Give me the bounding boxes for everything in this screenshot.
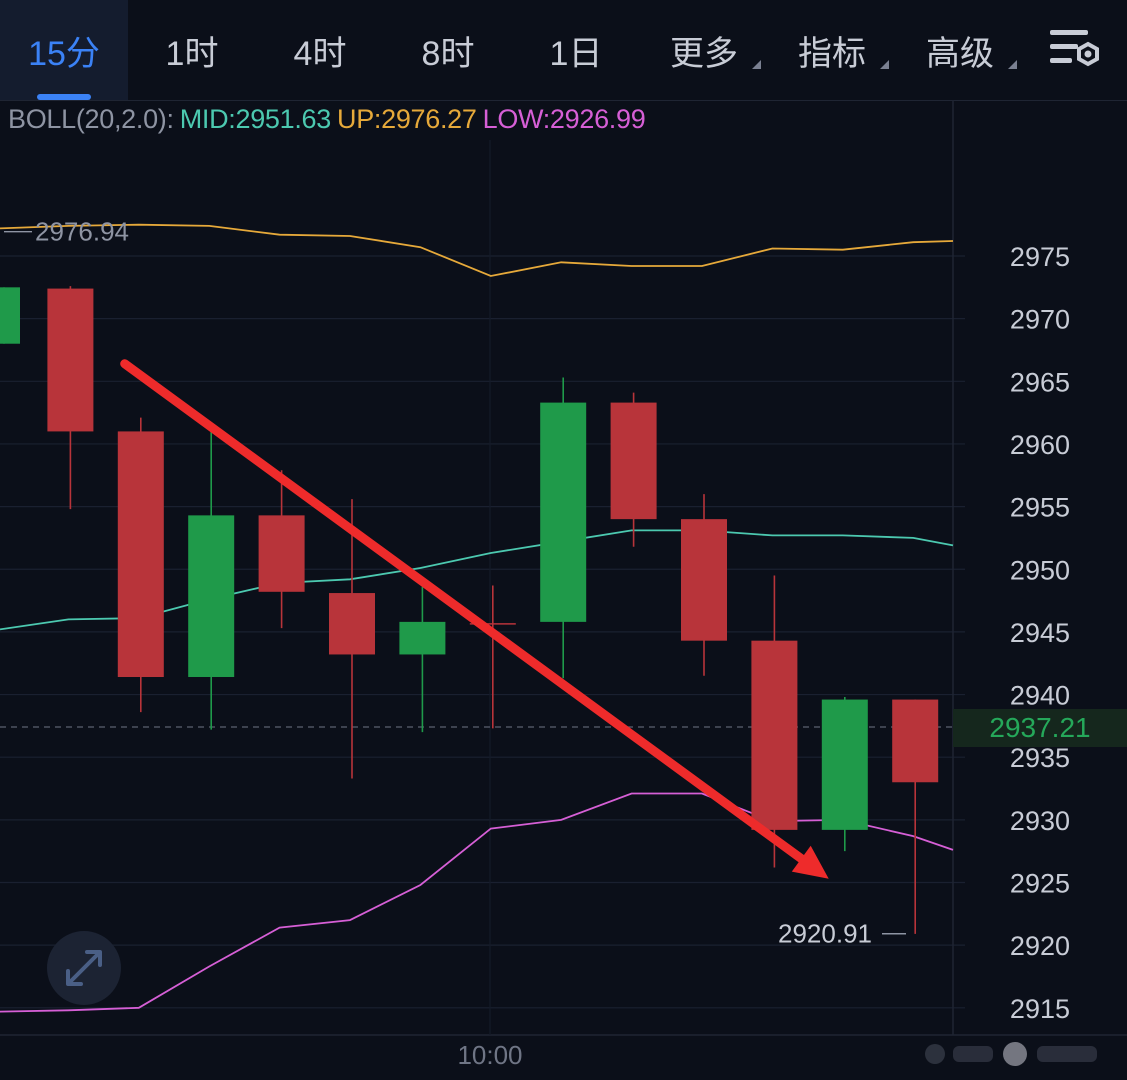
y-tick-label: 2945	[1010, 618, 1070, 648]
current-price-tag: 2937.21	[953, 709, 1127, 747]
y-tick-label: 2970	[1010, 305, 1070, 335]
tab-label: 高级	[926, 34, 994, 73]
y-tick-label: 2930	[1010, 806, 1070, 836]
chart-settings-button[interactable]	[1036, 18, 1114, 82]
candle-down	[329, 593, 375, 655]
candle-down	[47, 288, 94, 432]
dropdown-triangle-icon	[752, 60, 761, 69]
boll-lower-band	[0, 792, 954, 1013]
y-tick-label: 2965	[1010, 367, 1070, 397]
tab-label: 1日	[549, 34, 603, 73]
candle-down	[681, 519, 727, 641]
boll-params-label: BOLL(20,2.0):	[8, 104, 174, 134]
dropdown-triangle-icon	[1008, 60, 1017, 69]
downtrend-arrow-head	[791, 845, 829, 879]
candle-down	[469, 623, 516, 625]
boll-low-value: LOW:2926.99	[482, 104, 646, 134]
candle-down	[892, 699, 939, 783]
tab-label: 更多	[670, 34, 738, 73]
candle-down	[258, 515, 305, 592]
y-tick-label: 2950	[1010, 555, 1070, 585]
candle-up	[0, 287, 20, 344]
y-tick-label: 2920	[1010, 931, 1070, 961]
candle-up	[188, 515, 235, 678]
y-tick-label: 2955	[1010, 493, 1070, 523]
candle-up	[399, 621, 446, 655]
boll-upper-band	[0, 223, 954, 277]
y-tick-label: 2975	[1010, 242, 1070, 272]
candle-down	[117, 431, 164, 678]
chart-settings-icon	[1050, 30, 1099, 67]
boll-up-value: UP:2976.27	[337, 104, 477, 134]
tab-1h[interactable]: 1时	[128, 0, 256, 100]
tab-label: 8时	[421, 34, 475, 73]
tab-8h[interactable]: 8时	[384, 0, 512, 100]
x-axis-time-label: 10:00	[457, 1040, 523, 1070]
downtrend-arrow-shaft	[120, 359, 806, 864]
tab-4h[interactable]: 4时	[256, 0, 384, 100]
y-tick-label: 2940	[1010, 681, 1070, 711]
fullscreen-button[interactable]	[47, 931, 121, 1005]
candle-up	[821, 699, 868, 830]
low-price-marker: 2920.91	[778, 919, 872, 949]
y-tick-label: 2925	[1010, 869, 1070, 899]
candle-down	[751, 640, 798, 830]
dropdown-triangle-icon	[880, 60, 889, 69]
boll-legend: BOLL(20,2.0): MID:2951.63 UP:2976.27 LOW:29…	[8, 104, 651, 136]
tab-advanced[interactable]: 高级	[896, 0, 1024, 100]
watermark-logo-icon	[925, 1042, 1097, 1066]
tab-label: 15分	[28, 34, 100, 73]
y-tick-label: 2935	[1010, 743, 1070, 773]
tab-15min[interactable]: 15分	[0, 0, 128, 100]
tab-more[interactable]: 更多	[640, 0, 768, 100]
candle-up	[540, 402, 587, 622]
tab-label: 1时	[165, 34, 219, 73]
active-tab-indicator	[37, 94, 91, 100]
high-price-marker: 2976.94	[35, 217, 129, 247]
tab-indicators[interactable]: 指标	[768, 0, 896, 100]
timeframe-tab-bar: 15分 1时 4时 8时 1日 更多 指标 高级	[0, 0, 1127, 101]
expand-icon	[66, 950, 102, 986]
y-tick-label: 2960	[1010, 430, 1070, 460]
tab-label: 指标	[798, 34, 866, 73]
y-tick-label: 2915	[1010, 994, 1070, 1024]
tab-label: 4时	[293, 34, 347, 73]
tab-1d[interactable]: 1日	[512, 0, 640, 100]
boll-mid-value: MID:2951.63	[179, 104, 332, 134]
candle-down	[610, 402, 657, 520]
